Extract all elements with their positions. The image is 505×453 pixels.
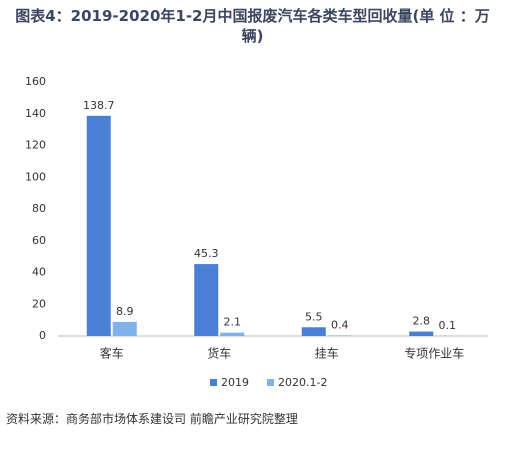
bar [301,327,326,336]
y-tick-label: 80 [32,202,46,215]
bar [112,321,137,336]
x-tick-label: 专项作业车 [404,346,464,361]
value-label: 2.8 [413,315,431,328]
y-tick-label: 20 [32,297,46,310]
value-label: 2.1 [224,316,242,329]
value-label: 138.7 [83,99,115,112]
value-label: 0.1 [439,319,457,332]
legend-label: 2020.1-2 [278,376,327,389]
x-tick-label: 货车 [207,346,231,361]
legend-label: 2019 [221,376,249,389]
legend-swatch [267,379,274,386]
bar [194,264,219,336]
y-tick-label: 160 [25,75,46,88]
y-tick-label: 120 [25,139,46,152]
y-tick-label: 100 [25,170,46,183]
source-note: 资料来源：商务部市场体系建设司 前瞻产业研究院整理 [6,412,298,426]
bar [409,331,434,336]
value-label: 0.4 [331,318,349,331]
value-label: 5.5 [305,310,323,323]
value-label: 8.9 [116,305,134,318]
x-tick-label: 挂车 [315,346,339,361]
bar [220,332,245,336]
bar [327,335,352,336]
y-tick-label: 140 [25,107,46,120]
x-tick-label: 客车 [100,346,124,361]
y-tick-label: 60 [32,234,46,247]
y-tick-label: 40 [32,266,46,279]
value-label: 45.3 [194,247,219,260]
legend-swatch [210,379,217,386]
bar [86,115,111,336]
chart-title: 图表4：2019-2020年1-2月中国报废汽车各类车型回收量(单 位 ：万辆) [15,7,490,45]
y-tick-label: 0 [39,329,46,342]
